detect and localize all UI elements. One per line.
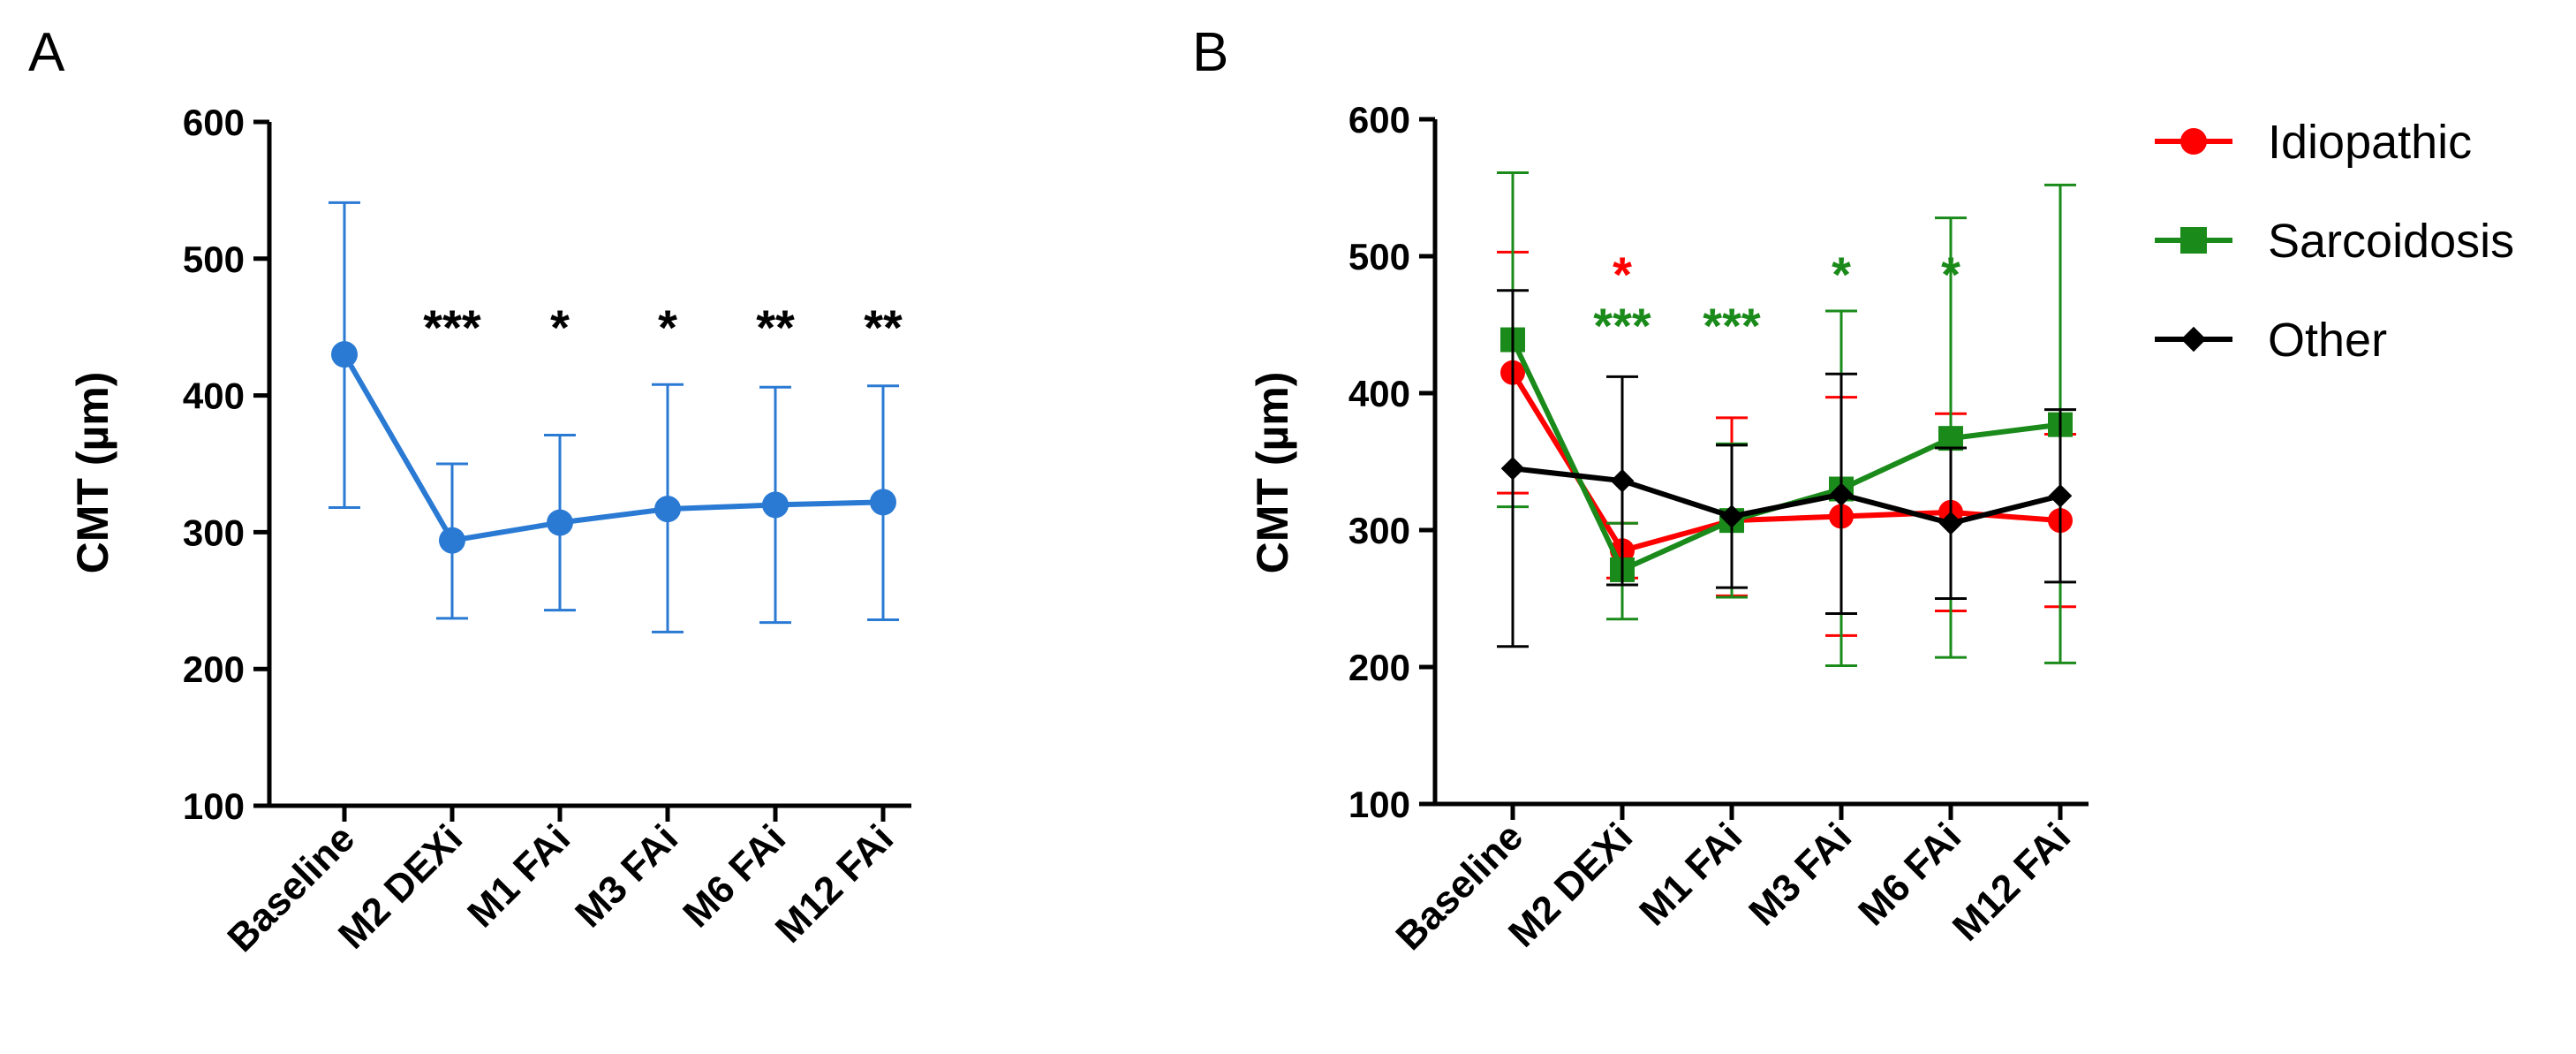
data-point-circle	[870, 489, 896, 516]
y-tick-label: 100	[183, 785, 245, 827]
y-tick-label: 600	[183, 102, 245, 143]
x-tick-label: M12 FAi	[767, 816, 902, 951]
x-tick-label: M3 FAi	[567, 816, 686, 936]
x-tick-label: M1 FAi	[459, 816, 578, 936]
data-point-diamond	[1829, 482, 1854, 506]
x-tick-label: Baseline	[1387, 815, 1531, 959]
series-line	[342, 353, 884, 543]
x-tick-label: M3 FAi	[1741, 815, 1860, 934]
series-line	[1510, 338, 2061, 573]
y-tick-label: 300	[1348, 510, 1410, 551]
panel-b-y-axis-label: CMT (µm)	[1248, 372, 1297, 574]
y-tick-label: 400	[1348, 373, 1410, 414]
data-point-diamond	[1500, 456, 1525, 481]
legend-item-sarcoidosis: Sarcoidosis	[2155, 215, 2514, 268]
significance-marker: **	[864, 300, 903, 355]
data-point-square	[1938, 426, 1963, 451]
legend-label: Other	[2268, 314, 2387, 367]
significance-marker: *	[1832, 246, 1851, 302]
x-tick-label: M12 FAi	[1945, 815, 2079, 949]
significance-marker: *	[550, 300, 570, 355]
y-tick-label: 500	[183, 239, 245, 280]
y-tick-label: 200	[183, 648, 245, 690]
data-point-square	[2180, 227, 2207, 254]
y-tick-label: 500	[1348, 236, 1410, 277]
y-tick-label: 300	[183, 512, 245, 553]
data-point-diamond	[1719, 504, 1744, 528]
data-point-circle	[331, 341, 358, 368]
series-idiopathic	[1497, 250, 2076, 637]
legend-item-idiopathic: Idiopathic	[2155, 116, 2472, 169]
data-point-circle	[2180, 128, 2207, 155]
y-tick-label: 600	[1348, 99, 1410, 140]
data-point-circle	[547, 509, 573, 536]
data-point-diamond	[2180, 326, 2207, 353]
series-sarcoidosis	[1497, 171, 2076, 667]
data-point-circle	[439, 527, 465, 554]
series-line	[1510, 371, 2061, 554]
legend-item-other: Other	[2155, 314, 2387, 367]
data-point-diamond	[1938, 511, 1963, 535]
series-other	[1497, 289, 2076, 648]
significance-marker: *	[1941, 246, 1960, 302]
data-point-diamond	[1610, 468, 1635, 493]
x-tick-label: M1 FAi	[1631, 815, 1750, 934]
legend-label: Idiopathic	[2268, 116, 2472, 169]
significance-marker: *	[1613, 246, 1632, 302]
panel-a-y-axis-label: CMT (µm)	[68, 372, 117, 574]
significance-marker: ***	[423, 300, 481, 355]
data-point-diamond	[2048, 483, 2073, 508]
panel-letter-b: B	[1192, 22, 1228, 83]
significance-marker: *	[658, 300, 677, 355]
series-line	[1512, 466, 2061, 527]
data-point-circle	[762, 491, 789, 519]
panel-letter-a: A	[28, 22, 65, 83]
legend-label: Sarcoidosis	[2268, 215, 2514, 268]
series-all	[329, 201, 899, 633]
significance-marker: ***	[1703, 298, 1761, 353]
y-tick-label: 200	[1348, 647, 1410, 688]
data-point-circle	[654, 496, 681, 523]
significance-marker: ***	[1593, 298, 1651, 353]
panel-b-legend: Idiopathic Sarcoidosis Other	[2155, 116, 2514, 367]
y-tick-label: 400	[183, 375, 245, 417]
y-tick-label: 100	[1348, 784, 1410, 825]
significance-marker: **	[756, 300, 795, 355]
